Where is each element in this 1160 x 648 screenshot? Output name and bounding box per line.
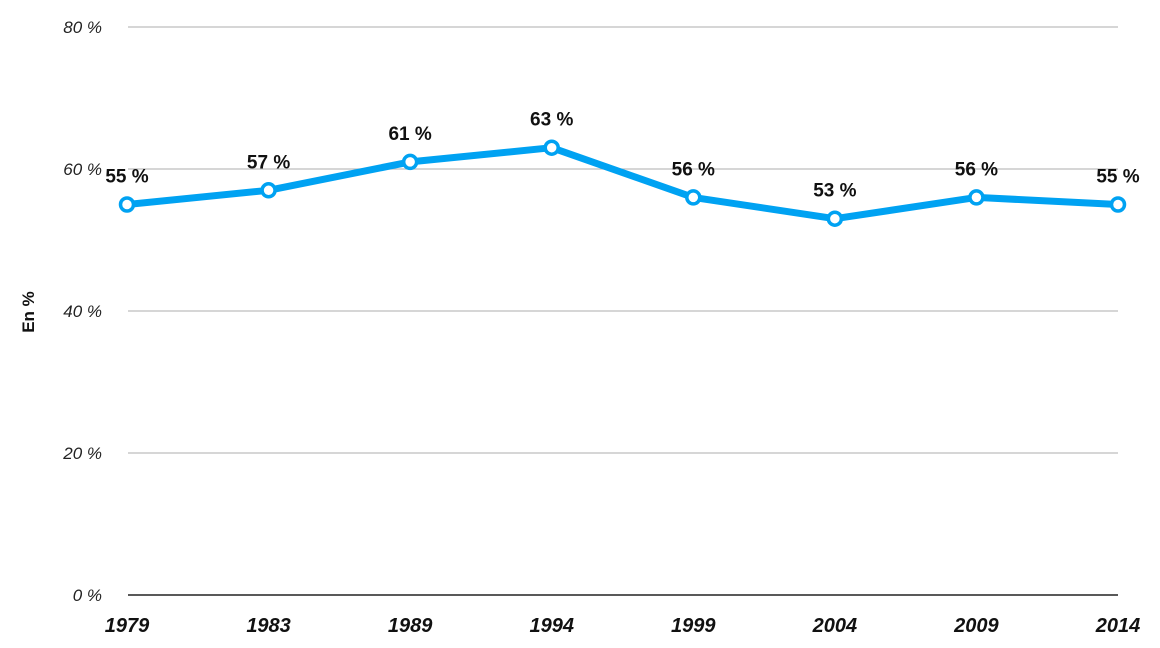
x-tick-label: 2009 (953, 615, 999, 637)
data-point (685, 189, 702, 206)
data-label: 53 % (813, 181, 856, 202)
x-tick-label: 1979 (105, 615, 150, 637)
y-axis-label: En % (19, 291, 38, 333)
x-tick-label: 1983 (246, 615, 291, 637)
y-tick-label: 80 % (63, 18, 102, 37)
x-tick-label: 1994 (529, 615, 574, 637)
data-label: 55 % (1096, 167, 1139, 188)
data-point (260, 182, 277, 199)
gridlines (128, 26, 1118, 596)
data-point (968, 189, 985, 206)
series-line (123, 144, 1122, 223)
data-point (118, 196, 136, 213)
series-line-group (118, 139, 1127, 227)
data-point (1109, 196, 1127, 213)
x-tick-label: 2004 (812, 615, 858, 637)
data-label: 61 % (388, 124, 431, 145)
y-tick-label: 20 % (62, 444, 102, 463)
y-tick-label: 40 % (63, 302, 102, 321)
y-tick-label: 60 % (63, 160, 102, 179)
x-axis-ticks: 1979 1983 1989 1994 1999 2004 2009 2014 (105, 615, 1141, 637)
data-point (401, 153, 419, 171)
x-tick-label: 1989 (388, 615, 433, 637)
data-labels: 55 % 57 % 61 % 63 % 56 % 53 % 56 % 55 % (105, 110, 1139, 202)
data-label: 57 % (247, 152, 290, 173)
data-label: 56 % (955, 159, 998, 180)
data-label: 55 % (105, 167, 148, 188)
data-point (543, 139, 560, 156)
data-label: 63 % (530, 110, 573, 131)
x-tick-label: 2014 (1095, 615, 1141, 637)
x-tick-label: 1999 (671, 615, 716, 637)
y-tick-label: 0 % (73, 586, 102, 605)
data-point (826, 210, 844, 227)
data-label: 56 % (672, 159, 715, 180)
y-axis-ticks: 0 % 20 % 40 % 60 % 80 % (62, 18, 102, 605)
